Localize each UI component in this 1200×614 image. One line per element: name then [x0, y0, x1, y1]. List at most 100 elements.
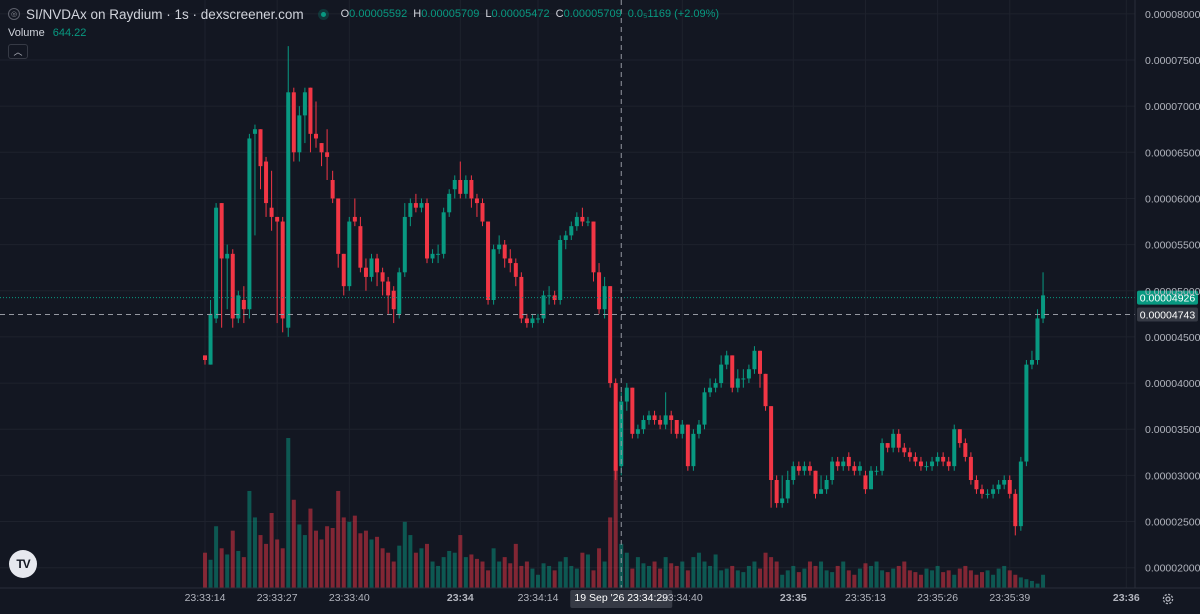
tradingview-logo-icon[interactable]: TV: [9, 550, 37, 578]
candle: [297, 106, 302, 162]
volume-bar: [968, 570, 973, 588]
candle: [413, 193, 418, 213]
high-value: 0.00005709: [421, 8, 480, 20]
price-tick-label: 0.00004500: [1145, 332, 1200, 344]
candle: [952, 424, 957, 471]
volume-bar: [774, 561, 779, 588]
volume-bar: [807, 561, 812, 588]
volume-bar: [436, 565, 441, 588]
candle: [1018, 456, 1023, 531]
volume-bar: [641, 563, 646, 588]
candle: [857, 461, 862, 476]
candle: [430, 249, 435, 264]
candle: [369, 253, 374, 282]
candle: [513, 258, 518, 287]
volume-value: 644.22: [52, 27, 87, 39]
volume-bar: [696, 552, 701, 588]
candle: [463, 175, 468, 199]
candle: [591, 221, 596, 282]
volume-bar: [991, 574, 996, 588]
volume-bar: [463, 557, 468, 588]
candle: [724, 350, 729, 370]
candle: [735, 369, 740, 393]
candle: [869, 466, 873, 490]
volume-bar: [452, 552, 457, 588]
volume-bar: [624, 552, 629, 588]
candle: [680, 420, 685, 439]
candle: [358, 216, 363, 273]
price-tick-label: 0.00008000: [1145, 9, 1200, 21]
volume-bar: [635, 557, 640, 588]
candle: [319, 143, 324, 167]
volume-bar: [447, 550, 452, 588]
candle: [563, 230, 568, 250]
candle: [597, 263, 602, 314]
logo-text: TV: [16, 557, 30, 571]
volume-bar: [1041, 574, 1046, 588]
volume-bar: [474, 558, 479, 588]
volume-bar: [597, 548, 602, 588]
volume-bar: [930, 570, 935, 588]
volume-bar: [558, 561, 563, 588]
volume-bar: [752, 561, 757, 588]
candle: [330, 170, 335, 204]
volume-bar: [1018, 577, 1023, 588]
candle: [708, 378, 713, 397]
time-tick-label: 23:34: [447, 592, 474, 604]
candle: [835, 456, 840, 471]
candle: [258, 129, 263, 190]
candle: [630, 387, 635, 439]
candle: [1007, 475, 1012, 499]
price-tick-label: 0.00002500: [1145, 517, 1200, 529]
candle: [519, 272, 524, 324]
time-tick-label: 23:35:13: [845, 592, 886, 604]
volume-bar: [480, 561, 485, 588]
time-tick-label: 23:33:40: [329, 592, 370, 604]
volume-bar: [269, 513, 274, 588]
collapse-legend-button[interactable]: ︿: [8, 44, 28, 59]
volume-bar: [741, 572, 746, 588]
candle: [1029, 350, 1034, 370]
candle: [885, 443, 890, 453]
candle: [819, 475, 824, 494]
gear-icon: [1162, 593, 1174, 605]
time-tick-label: 23:33:14: [185, 592, 226, 604]
volume-bar: [669, 563, 674, 588]
volume-bar: [391, 561, 396, 588]
candle: [352, 198, 357, 227]
settings-button[interactable]: [1160, 591, 1176, 607]
candle: [613, 378, 618, 480]
price-tick-label: 0.00003000: [1145, 470, 1200, 482]
candle: [658, 415, 663, 430]
candle: [791, 461, 796, 485]
candle: [386, 276, 391, 314]
low-value: 0.00005472: [491, 8, 550, 20]
volume-bar: [946, 570, 951, 588]
symbol-logo-icon: ◎: [8, 8, 20, 20]
candle: [436, 244, 441, 264]
time-tick-label: 23:33:27: [257, 592, 298, 604]
volume-bar: [563, 557, 568, 588]
candle: [241, 286, 246, 324]
volume-bar: [347, 521, 352, 588]
candle: [907, 447, 912, 462]
volume-bar: [735, 570, 740, 588]
candle: [574, 212, 579, 231]
candle: [602, 276, 607, 319]
candle: [880, 438, 885, 476]
candle: [286, 46, 291, 337]
volume-legend: Volume 644.22: [8, 27, 86, 39]
candle: [963, 438, 968, 462]
volume-bar: [863, 563, 868, 588]
volume-bar: [286, 438, 291, 588]
price-tick-label: 0.00007500: [1145, 55, 1200, 67]
price-tick-label: 0.00002000: [1145, 563, 1200, 575]
volume-bar: [980, 572, 984, 588]
volume-bar: [352, 515, 357, 588]
candle: [608, 286, 613, 388]
candle: [930, 456, 935, 471]
candle: [624, 383, 629, 411]
